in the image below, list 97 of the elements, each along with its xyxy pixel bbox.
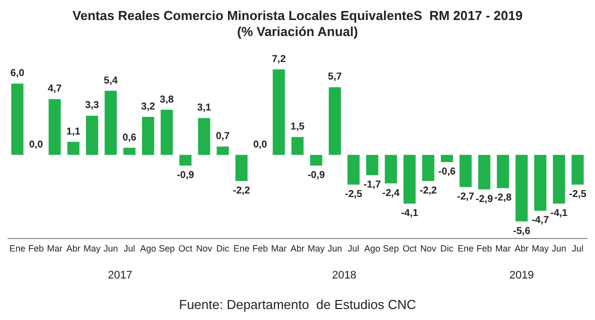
bar xyxy=(366,154,378,176)
data-label: -2,7 xyxy=(456,191,475,202)
x-tick-label: Jul xyxy=(572,244,584,254)
x-tick-label: Mar xyxy=(495,244,511,254)
x-tick-label: Abr xyxy=(514,244,529,254)
data-label: -1,7 xyxy=(364,180,382,191)
chart-title: Ventas Reales Comercio Minorista Locales EquivalenteS RM 2017 - 2019 xyxy=(72,8,523,23)
data-label: 7,2 xyxy=(272,54,286,65)
x-tick-label: Mar xyxy=(46,244,62,254)
x-tick-label: Jul xyxy=(124,244,136,254)
x-tick-label: Ago xyxy=(140,244,156,254)
x-tick-label: May xyxy=(308,244,326,254)
bar xyxy=(142,116,154,155)
data-label: -2,9 xyxy=(476,194,494,205)
data-label: -2,4 xyxy=(382,188,400,199)
x-tick-label: Nov xyxy=(420,244,437,254)
data-label: 5,7 xyxy=(328,72,342,83)
data-label: -2,2 xyxy=(232,186,251,196)
bar xyxy=(384,154,397,184)
chart-subtitle: (% Variación Anual) xyxy=(237,24,358,39)
data-label: 0,6 xyxy=(122,132,137,144)
x-tick-label: Jun xyxy=(328,244,342,254)
x-tick-label: Ago xyxy=(364,244,380,254)
bar xyxy=(104,90,117,155)
bar xyxy=(534,154,546,211)
bar xyxy=(328,87,341,155)
x-tick-label: Abr xyxy=(290,244,305,254)
data-label: 5,4 xyxy=(104,75,118,86)
bar xyxy=(310,154,322,166)
x-tick-label: May xyxy=(84,244,102,254)
text: 2017 xyxy=(108,270,132,282)
data-label: -2,5 xyxy=(344,189,363,200)
x-tick-label: Jun xyxy=(552,244,566,254)
bar xyxy=(11,84,24,155)
data-label: 0,0 xyxy=(253,139,268,150)
bar xyxy=(48,99,61,155)
bar xyxy=(198,118,210,155)
bar xyxy=(86,116,98,155)
source-note: Fuente: Departamento de Estudios CNC xyxy=(178,297,416,312)
data-label: 3,1 xyxy=(197,102,212,114)
bar xyxy=(460,154,472,187)
bar xyxy=(496,154,510,188)
data-label: 3,2 xyxy=(141,101,156,112)
bar xyxy=(347,154,360,185)
bar xyxy=(440,154,453,162)
bar xyxy=(291,137,304,155)
x-tick-label: Abr xyxy=(66,244,80,254)
data-label: -2,5 xyxy=(569,189,587,200)
x-tick-label: Feb xyxy=(476,244,492,254)
x-tick-label: Oct xyxy=(178,244,193,254)
data-label: 0,0 xyxy=(29,139,44,150)
bar xyxy=(422,154,434,181)
x-tick-label: Nov xyxy=(196,244,213,254)
data-label: -0,9 xyxy=(176,170,194,182)
data-label: -5,6 xyxy=(513,226,531,237)
data-label: -4,7 xyxy=(532,215,550,226)
x-tick-label: Jul xyxy=(348,244,360,254)
x-tick-label: Dic xyxy=(440,244,454,254)
bar xyxy=(572,154,584,185)
bar xyxy=(552,154,566,204)
data-label: -2,2 xyxy=(420,186,438,196)
data-label: 1,5 xyxy=(290,122,305,133)
x-tick-label: Ene xyxy=(458,244,474,254)
data-label: 0,7 xyxy=(216,131,230,142)
x-tick-label: Dic xyxy=(216,244,230,254)
bar xyxy=(67,142,80,155)
x-tick-label: Sep xyxy=(382,244,399,254)
data-label: 1,1 xyxy=(66,126,81,138)
data-label: 4,7 xyxy=(48,84,62,95)
data-label: -4,1 xyxy=(400,208,419,220)
data-label: 3,8 xyxy=(160,94,174,106)
x-tick-label: Oct xyxy=(402,244,418,254)
bar xyxy=(179,154,192,166)
x-tick-label: May xyxy=(532,244,550,254)
x-tick-label: Mar xyxy=(271,244,287,254)
bar xyxy=(123,148,136,155)
bar xyxy=(272,69,285,155)
bar xyxy=(478,154,490,190)
data-label: -0,9 xyxy=(308,170,326,182)
data-label: -0,6 xyxy=(438,166,456,178)
data-label: 6,0 xyxy=(10,68,25,80)
data-label: -4,1 xyxy=(550,208,568,220)
text: 2019 xyxy=(509,270,534,282)
x-tick-label: Ene xyxy=(233,244,250,254)
x-tick-label: Jun xyxy=(103,244,118,254)
x-tick-label: Feb xyxy=(252,244,268,254)
x-tick-label: Sep xyxy=(158,244,175,254)
bar xyxy=(516,154,528,222)
x-tick-label: Feb xyxy=(28,244,44,254)
data-label: -2,8 xyxy=(494,192,512,204)
bar xyxy=(216,146,229,155)
text: 2018 xyxy=(332,270,356,282)
data-label: 3,3 xyxy=(85,100,100,112)
bar xyxy=(160,110,173,155)
bar xyxy=(403,154,416,204)
x-tick-label: Ene xyxy=(9,244,26,254)
bar xyxy=(235,154,248,181)
